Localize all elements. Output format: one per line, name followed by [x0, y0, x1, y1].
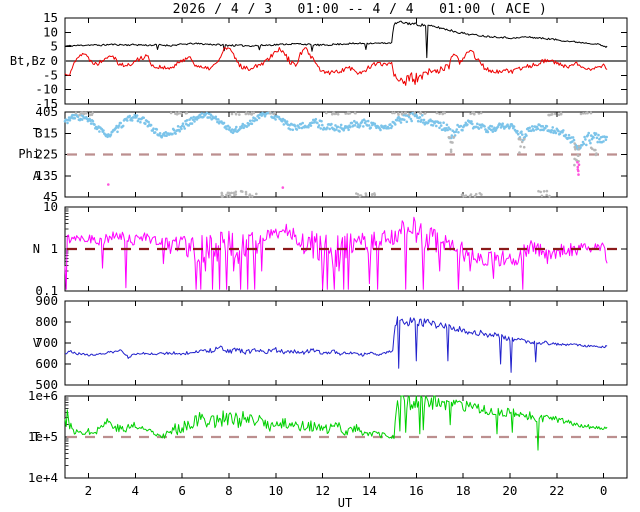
svg-text:15: 15 [43, 10, 58, 25]
panel5-axis-label: T [32, 430, 40, 444]
svg-text:225: 225 [35, 147, 58, 162]
svg-text:22: 22 [549, 483, 564, 498]
panel3-axis-label: N [32, 242, 40, 256]
panel1-axis-label: Bt,Bz [9, 54, 46, 68]
svg-text:-10: -10 [35, 82, 58, 97]
svg-text:-15: -15 [35, 96, 58, 111]
svg-text:315: 315 [35, 125, 58, 140]
svg-text:900: 900 [35, 293, 58, 308]
svg-text:20: 20 [502, 483, 517, 498]
svg-text:1e+4: 1e+4 [28, 470, 58, 485]
svg-text:0: 0 [50, 53, 58, 68]
svg-text:10: 10 [43, 24, 58, 39]
svg-text:10: 10 [43, 199, 58, 214]
svg-text:14: 14 [362, 483, 377, 498]
svg-text:2: 2 [85, 483, 93, 498]
svg-text:0: 0 [600, 483, 608, 498]
panel4-axis-label: V [32, 336, 40, 350]
svg-text:135: 135 [35, 168, 58, 183]
svg-text:1e+6: 1e+6 [28, 388, 58, 403]
svg-text:5: 5 [50, 39, 58, 54]
panel2-toward-label: T [32, 126, 40, 140]
svg-text:1: 1 [50, 241, 58, 256]
svg-text:45: 45 [43, 189, 58, 204]
x-axis-label: UT [337, 496, 353, 510]
svg-text:600: 600 [35, 356, 58, 371]
svg-text:405: 405 [35, 104, 58, 119]
svg-text:800: 800 [35, 314, 58, 329]
svg-text:6: 6 [178, 483, 186, 498]
svg-text:-5: -5 [43, 67, 58, 82]
svg-text:500: 500 [35, 377, 58, 392]
panel2-away-label: A [32, 169, 40, 183]
svg-text:10: 10 [268, 483, 283, 498]
svg-text:12: 12 [315, 483, 330, 498]
svg-text:0.1: 0.1 [35, 283, 58, 298]
svg-text:1e+5: 1e+5 [28, 429, 58, 444]
svg-text:4: 4 [131, 483, 139, 498]
svg-text:700: 700 [35, 335, 58, 350]
panel2-phi-label: Phi [18, 147, 40, 161]
plot-title: 2026 / 4 / 3 01:00 -- 4 / 4 01:00 ( ACE … [172, 2, 548, 17]
svg-text:16: 16 [409, 483, 424, 498]
svg-text:8: 8 [225, 483, 233, 498]
svg-text:18: 18 [456, 483, 471, 498]
